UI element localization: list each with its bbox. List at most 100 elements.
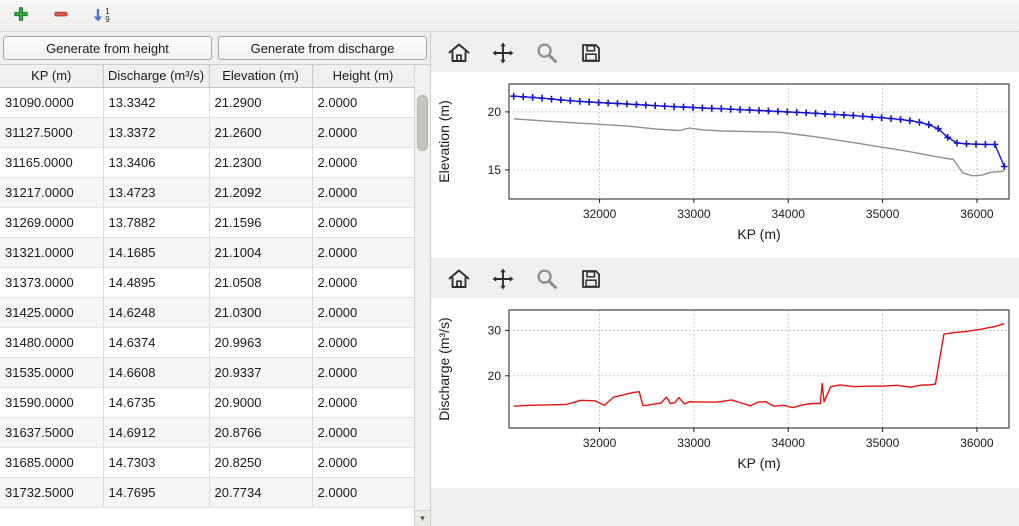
table-cell[interactable]: 20.9337 [209, 357, 313, 388]
table-cell[interactable]: 14.6735 [103, 387, 210, 418]
svg-text:34000: 34000 [772, 436, 806, 450]
table-row: 31373.0000 14.4895 21.0508 2.0000 [0, 267, 415, 298]
table-cell[interactable]: 14.6248 [103, 297, 210, 328]
table-cell[interactable]: 14.7695 [103, 477, 210, 508]
svg-text:20: 20 [488, 105, 502, 119]
column-header[interactable]: Elevation (m) [208, 65, 313, 88]
table-cell[interactable]: 14.4895 [103, 267, 210, 298]
table-cell[interactable]: 2.0000 [312, 207, 415, 238]
table-cell[interactable]: 2.0000 [312, 177, 415, 208]
table-cell[interactable]: 20.8250 [209, 447, 313, 478]
discharge-chart-toolbar [431, 258, 1019, 298]
svg-text:36000: 36000 [960, 207, 994, 221]
discharge-chart[interactable]: 32000 33000 34000 35000 36000 20 30 KP (m) Disch… [431, 298, 1019, 488]
table-cell[interactable]: 31535.0000 [0, 357, 104, 388]
table-cell[interactable]: 14.6912 [103, 417, 210, 448]
table-cell[interactable]: 14.1685 [103, 237, 210, 268]
elevation-chart[interactable]: 32000 33000 34000 35000 36000 15 20 KP (m) Eleva… [431, 72, 1019, 258]
elevation-chart-block: 32000 33000 34000 35000 36000 15 20 KP (m) Eleva… [431, 32, 1019, 258]
table-cell[interactable]: 21.2092 [209, 177, 313, 208]
table-cell[interactable]: 21.2300 [209, 147, 313, 178]
pan-button[interactable] [489, 40, 517, 68]
table-cell[interactable]: 21.1596 [209, 207, 313, 238]
table-row: 31480.0000 14.6374 20.9963 2.0000 [0, 327, 415, 358]
table-cell[interactable]: 21.2900 [209, 87, 313, 118]
table-cell[interactable]: 21.2600 [209, 117, 313, 148]
remove-row-button[interactable] [48, 4, 74, 28]
table-cell[interactable]: 2.0000 [312, 477, 415, 508]
column-header[interactable]: KP (m) [0, 65, 104, 88]
table-cell[interactable]: 21.0508 [209, 267, 313, 298]
table-cell[interactable]: 13.3342 [103, 87, 210, 118]
home-button[interactable] [445, 266, 473, 294]
table-scrollbar[interactable]: ▾ [414, 65, 430, 526]
home-button[interactable] [445, 40, 473, 68]
svg-text:32000: 32000 [583, 207, 617, 221]
elevation-chart-toolbar [431, 32, 1019, 72]
table-cell[interactable]: 31165.0000 [0, 147, 104, 178]
table-body: 31090.0000 13.3342 21.2900 2.0000 31127.5000… [0, 87, 415, 508]
table-cell[interactable]: 13.3372 [103, 117, 210, 148]
scrollbar-thumb[interactable] [417, 95, 428, 151]
table-cell[interactable]: 20.7734 [209, 477, 313, 508]
zoom-button[interactable] [533, 40, 561, 68]
table-cell[interactable]: 14.6608 [103, 357, 210, 388]
pan-button[interactable] [489, 266, 517, 294]
table-cell[interactable]: 20.8766 [209, 417, 313, 448]
pan-move-icon [491, 267, 515, 294]
table-cell[interactable]: 21.1004 [209, 237, 313, 268]
table-cell[interactable]: 2.0000 [312, 267, 415, 298]
table-cell[interactable]: 13.4723 [103, 177, 210, 208]
generate-from-discharge-button[interactable]: Generate from discharge [218, 36, 427, 60]
table-cell[interactable]: 2.0000 [312, 297, 415, 328]
table-cell[interactable]: 2.0000 [312, 147, 415, 178]
table-cell[interactable]: 31217.0000 [0, 177, 104, 208]
scrollbar-down-button[interactable]: ▾ [415, 510, 430, 526]
floppy-save-icon [579, 267, 603, 294]
column-header[interactable]: Height (m) [311, 65, 415, 88]
sort-rows-button[interactable]: 1 9 [88, 4, 114, 28]
table-cell[interactable]: 2.0000 [312, 87, 415, 118]
table-cell[interactable]: 2.0000 [312, 117, 415, 148]
table-cell[interactable]: 2.0000 [312, 417, 415, 448]
table-cell[interactable]: 31373.0000 [0, 267, 104, 298]
add-row-button[interactable] [8, 4, 34, 28]
table-cell[interactable]: 20.9963 [209, 327, 313, 358]
table-cell[interactable]: 2.0000 [312, 387, 415, 418]
left-panel: Generate from height Generate from disch… [0, 32, 430, 526]
svg-text:Discharge (m³/s): Discharge (m³/s) [436, 317, 452, 420]
table-cell[interactable]: 2.0000 [312, 327, 415, 358]
table-cell[interactable]: 14.7303 [103, 447, 210, 478]
table-cell[interactable]: 21.0300 [209, 297, 313, 328]
column-header[interactable]: Discharge (m³/s) [102, 65, 210, 88]
save-button[interactable] [577, 266, 605, 294]
table-cell[interactable]: 31590.0000 [0, 387, 104, 418]
svg-text:35000: 35000 [866, 436, 900, 450]
magnifier-icon [535, 267, 559, 294]
table-cell[interactable]: 20.9000 [209, 387, 313, 418]
table-cell[interactable]: 31090.0000 [0, 87, 104, 118]
table-cell[interactable]: 31127.5000 [0, 117, 104, 148]
svg-text:32000: 32000 [583, 436, 617, 450]
table-cell[interactable]: 31480.0000 [0, 327, 104, 358]
table-row: 31637.5000 14.6912 20.8766 2.0000 [0, 417, 415, 448]
table-cell[interactable]: 31732.5000 [0, 477, 104, 508]
table-cell[interactable]: 31269.0000 [0, 207, 104, 238]
save-button[interactable] [577, 40, 605, 68]
minus-icon [53, 6, 69, 25]
table-cell[interactable]: 2.0000 [312, 237, 415, 268]
home-icon [447, 267, 471, 294]
table-cell[interactable]: 2.0000 [312, 447, 415, 478]
table-cell[interactable]: 31321.0000 [0, 237, 104, 268]
table-cell[interactable]: 31425.0000 [0, 297, 104, 328]
table-header-row: KP (m) Discharge (m³/s) Elevation (m) Heigh… [0, 65, 415, 88]
table-cell[interactable]: 14.6374 [103, 327, 210, 358]
table-cell[interactable]: 13.7882 [103, 207, 210, 238]
table-cell[interactable]: 31685.0000 [0, 447, 104, 478]
zoom-button[interactable] [533, 266, 561, 294]
table-cell[interactable]: 2.0000 [312, 357, 415, 388]
table-cell[interactable]: 13.3406 [103, 147, 210, 178]
table-cell[interactable]: 31637.5000 [0, 417, 104, 448]
generate-from-height-button[interactable]: Generate from height [3, 36, 212, 60]
svg-text:35000: 35000 [866, 207, 900, 221]
